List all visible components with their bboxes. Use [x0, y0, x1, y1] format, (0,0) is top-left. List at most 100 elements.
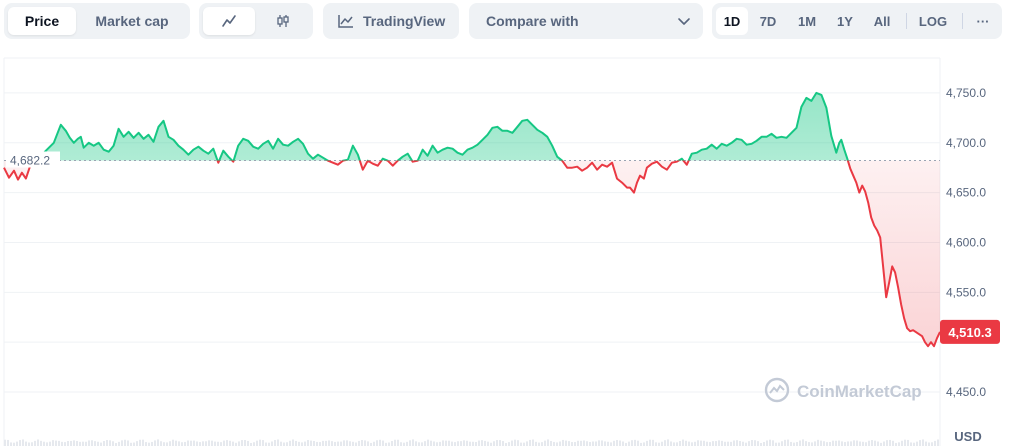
- volume-bar: [538, 442, 540, 446]
- volume-bar: [847, 441, 849, 446]
- volume-bar: [493, 441, 495, 446]
- volume-bar: [586, 441, 588, 446]
- tradingview-label: TradingView: [363, 13, 446, 29]
- volume-bar: [76, 441, 78, 446]
- volume-bar: [148, 442, 150, 446]
- volume-bar: [673, 442, 675, 446]
- volume-bar: [19, 440, 21, 446]
- volume-bar: [544, 440, 546, 446]
- volume-bar: [409, 440, 411, 446]
- volume-bar: [427, 439, 429, 446]
- volume-bar: [37, 439, 39, 446]
- more-options-button[interactable]: ···: [976, 13, 990, 29]
- compare-with-dropdown[interactable]: Compare with: [469, 3, 703, 39]
- volume-bar: [172, 439, 174, 446]
- volume-bar: [793, 442, 795, 446]
- volume-bar: [634, 439, 636, 446]
- volume-bar: [310, 440, 312, 446]
- volume-bar: [244, 440, 246, 446]
- volume-bar: [319, 442, 321, 446]
- volume-bar: [115, 442, 117, 446]
- coinmarketcap-logo-icon: [764, 377, 790, 403]
- volume-bar: [742, 441, 744, 446]
- volume-bar: [253, 442, 255, 446]
- volume-bar: [889, 439, 891, 446]
- volume-bar: [856, 440, 858, 446]
- volume-bar: [835, 440, 837, 446]
- volume-bar: [40, 440, 42, 446]
- volume-bar: [925, 441, 927, 446]
- volume-bar: [913, 442, 915, 446]
- volume-bar: [562, 439, 564, 446]
- volume-bar: [448, 440, 450, 446]
- volume-bar: [241, 440, 243, 446]
- volume-bar: [892, 440, 894, 446]
- tab-market-cap[interactable]: Market cap: [95, 13, 169, 29]
- volume-bar: [748, 441, 750, 446]
- volume-bar: [775, 442, 777, 446]
- volume-bar: [283, 442, 285, 446]
- volume-bar: [628, 441, 630, 446]
- volume-bar: [100, 442, 102, 446]
- volume-bar: [904, 439, 906, 446]
- volume-bar: [49, 441, 51, 446]
- range-1y[interactable]: 1Y: [837, 13, 853, 29]
- volume-bar: [745, 442, 747, 446]
- y-tick-label: 4,650.0: [946, 186, 986, 200]
- line-chart-button[interactable]: [203, 7, 255, 35]
- volume-bar: [715, 441, 717, 446]
- price-chart: 4,450.0 4,550.0 4,600.0 4,650.0 4,700.0 4,750…: [3, 57, 1000, 446]
- volume-bar: [442, 440, 444, 446]
- volume-bar: [346, 440, 348, 446]
- log-scale-toggle[interactable]: LOG: [918, 13, 948, 29]
- range-1m[interactable]: 1M: [797, 13, 817, 29]
- volume-bar: [280, 441, 282, 446]
- chart-toolbar: Price Market cap TradingView Compare wit…: [0, 0, 1010, 42]
- volume-bar: [841, 441, 843, 446]
- volume-bar: [25, 441, 27, 446]
- range-divider-2: [962, 13, 963, 29]
- volume-bar: [352, 441, 354, 446]
- volume-bar: [259, 439, 261, 446]
- volume-bar: [574, 442, 576, 446]
- currency-label: USD: [954, 429, 981, 444]
- price-marketcap-toggle: Price Market cap: [4, 3, 190, 39]
- volume-bar: [637, 440, 639, 446]
- volume-bar: [307, 440, 309, 446]
- area-above-reference: [4, 92, 940, 161]
- volume-bar: [820, 440, 822, 446]
- candlestick-chart-icon: [277, 15, 289, 27]
- reference-label-bg: [6, 151, 60, 168]
- volume-bar: [247, 440, 249, 446]
- volume-bar: [187, 440, 189, 446]
- volume-bar: [361, 440, 363, 446]
- volume-bar: [208, 440, 210, 446]
- volume-bar: [16, 441, 18, 446]
- volume-bar: [583, 440, 585, 446]
- range-1d[interactable]: 1D: [716, 7, 748, 35]
- volume-bar: [616, 440, 618, 446]
- range-all[interactable]: All: [873, 13, 891, 29]
- volume-bar: [808, 442, 810, 446]
- volume-bar: [922, 439, 924, 446]
- volume-bar: [271, 441, 273, 446]
- candlestick-chart-button[interactable]: [257, 7, 309, 35]
- volume-bar: [598, 440, 600, 446]
- volume-bar: [898, 442, 900, 446]
- volume-bar: [343, 440, 345, 446]
- tab-price[interactable]: Price: [8, 7, 76, 35]
- tradingview-button[interactable]: TradingView: [323, 3, 459, 39]
- volume-bar: [613, 440, 615, 446]
- volume-bar: [829, 441, 831, 446]
- volume-bar: [373, 441, 375, 446]
- range-divider: [906, 13, 907, 29]
- volume-bar: [736, 440, 738, 446]
- volume-bar: [304, 441, 306, 446]
- volume-bar: [13, 442, 15, 446]
- volume-bar: [133, 442, 135, 446]
- volume-bar: [928, 442, 930, 446]
- volume-bar: [901, 440, 903, 446]
- volume-bar: [160, 441, 162, 446]
- volume-bar: [256, 440, 258, 446]
- range-7d[interactable]: 7D: [759, 13, 777, 29]
